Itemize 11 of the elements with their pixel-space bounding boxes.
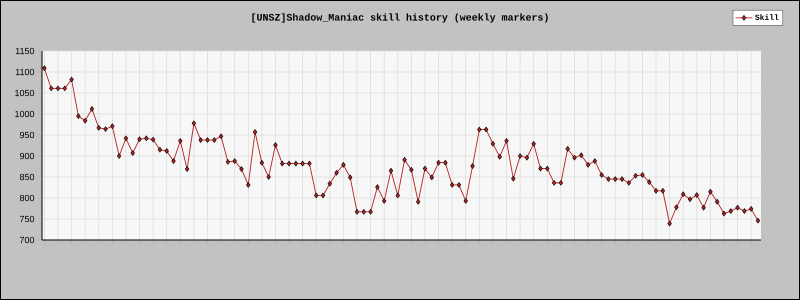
y-tick-label: 1100 <box>16 68 34 76</box>
y-tick-label: 900 <box>20 152 34 160</box>
y-tick-label: 1000 <box>15 110 34 118</box>
y-tick-label: 950 <box>20 132 34 138</box>
y-tick-label: 800 <box>20 194 34 202</box>
y-tick-label: 1150 <box>16 48 34 54</box>
y-tick-label: 850 <box>20 174 34 180</box>
y-tick-label: 700 <box>20 236 34 244</box>
chart-title: [UNSZ]Shadow_Maniac skill history (weekly markers) <box>252 13 548 23</box>
y-tick-label: 1050 <box>15 90 34 96</box>
y-tick-label: 750 <box>20 216 34 222</box>
